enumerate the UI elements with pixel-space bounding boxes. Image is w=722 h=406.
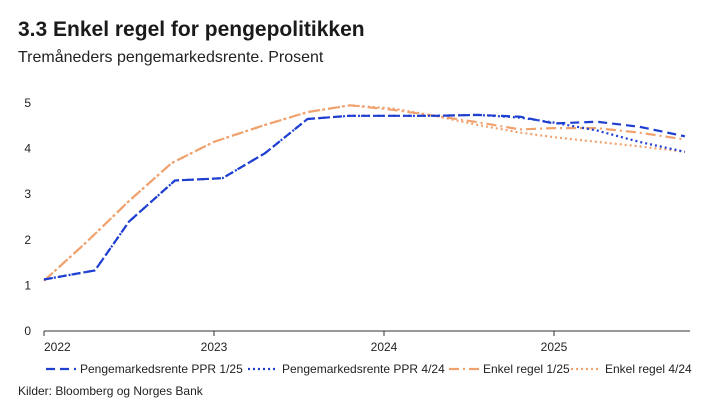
y-tick-label: 4 — [24, 142, 31, 156]
chart-title: 3.3 Enkel regel for pengepolitikken — [18, 18, 365, 41]
series-line-1 — [43, 113, 686, 281]
legend-label: Enkel regel 4/24 — [605, 362, 692, 376]
y-tick-label: 2 — [24, 233, 31, 247]
x-tick-label: 2022 — [44, 340, 71, 354]
legend-label: Pengemarkedsrente PPR 1/25 — [80, 362, 243, 376]
y-tick-label: 5 — [24, 96, 31, 110]
series-line-3 — [43, 104, 686, 282]
x-tick-label: 2024 — [371, 340, 398, 354]
series-line-2 — [43, 113, 686, 281]
source-note: Kilder: Bloomberg og Norges Bank — [18, 384, 203, 398]
x-tick-label: 2025 — [541, 340, 568, 354]
y-tick-label: 0 — [24, 324, 31, 338]
y-tick-label: 3 — [24, 187, 31, 201]
chart-subtitle: Tremåneders pengemarkedsrente. Prosent — [18, 49, 324, 66]
legend-label: Pengemarkedsrente PPR 4/24 — [282, 362, 445, 376]
y-tick-label: 1 — [24, 278, 31, 292]
x-tick-label: 2023 — [201, 340, 228, 354]
series-line-4 — [43, 104, 686, 282]
legend-label: Enkel regel 1/25 — [483, 362, 570, 376]
